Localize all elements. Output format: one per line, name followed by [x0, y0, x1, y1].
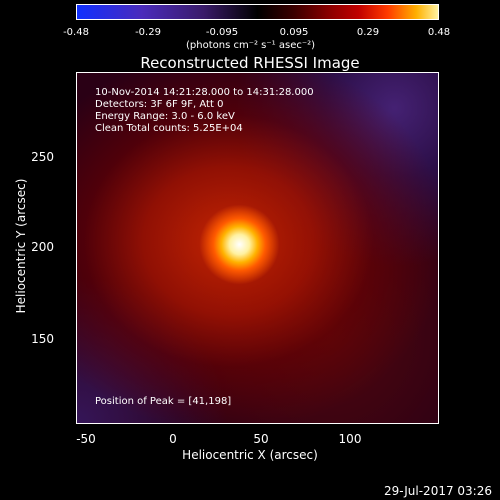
x-tick-label: 100 [338, 432, 362, 446]
y-tick-label: 150 [31, 332, 54, 346]
info-line-detectors: Detectors: 3F 6F 9F, Att 0 [95, 99, 224, 110]
x-axis-label: Heliocentric X (arcsec) [182, 448, 318, 462]
colorbar-tick: 0.095 [279, 27, 309, 38]
x-tick-label: 50 [253, 432, 269, 446]
info-line-time: 10-Nov-2014 14:21:28.000 to 14:31:28.000 [95, 87, 314, 98]
y-tick-label: 250 [31, 150, 54, 164]
colorbar-tick: -0.48 [63, 27, 89, 38]
image-title: Reconstructed RHESSI Image [140, 54, 360, 72]
colorbar-tick: -0.29 [135, 27, 161, 38]
colorbar-tick: 0.48 [427, 27, 451, 38]
x-tick-label: 0 [169, 432, 177, 446]
info-line-energy: Energy Range: 3.0 - 6.0 keV [95, 111, 235, 122]
info-line-counts: Clean Total counts: 5.25E+04 [95, 123, 243, 134]
colorbar-tick: -0.095 [205, 27, 239, 38]
y-axis-label: Heliocentric Y (arcsec) [14, 178, 28, 314]
x-tick-label: -50 [76, 432, 96, 446]
colorbar [76, 4, 439, 20]
peak-position: Position of Peak = [41,198] [95, 396, 232, 407]
colorbar-units: (photons cm⁻² s⁻¹ asec⁻²) [186, 40, 316, 51]
y-tick-label: 200 [31, 240, 54, 254]
reconstructed-image-plot: 10-Nov-2014 14:21:28.000 to 14:31:28.000… [76, 72, 439, 424]
timestamp: 29-Jul-2017 03:26 [383, 484, 492, 498]
colorbar-tick: 0.29 [356, 27, 380, 38]
